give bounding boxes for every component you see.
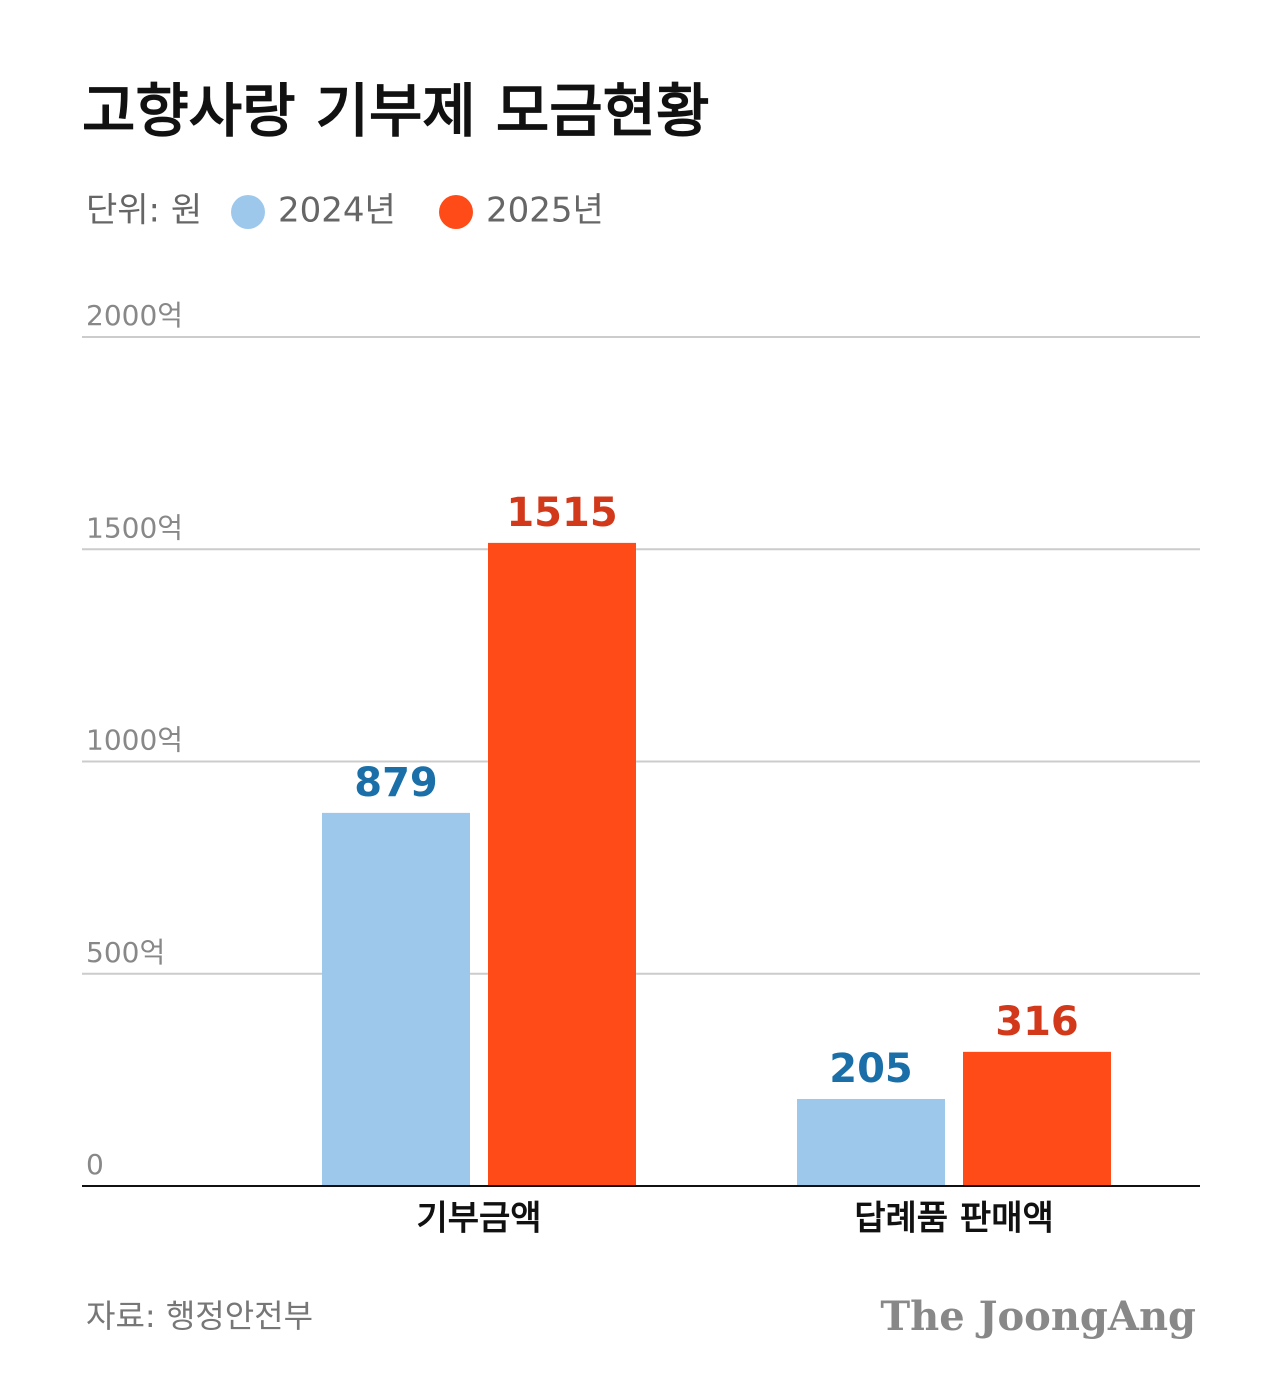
- value-label: 1515: [506, 490, 617, 536]
- y-tick-label: 2000억: [86, 299, 183, 332]
- x-tick-label: 기부금액: [416, 1199, 541, 1239]
- unit-label: 단위: 원: [86, 191, 202, 231]
- legend-swatch: [231, 195, 265, 229]
- y-tick-label: 500억: [86, 936, 165, 969]
- value-label: 205: [829, 1046, 913, 1092]
- value-label: 879: [354, 760, 438, 806]
- x-tick-label: 답례품 판매액: [854, 1199, 1054, 1239]
- legend-label: 2024년: [278, 191, 396, 231]
- brand: The JoongAng: [880, 1293, 1196, 1340]
- bar: [488, 542, 636, 1186]
- y-tick-label: 1500억: [86, 511, 183, 544]
- chart-title: 고향사랑 기부제 모금현황: [82, 77, 709, 145]
- bar: [797, 1098, 945, 1186]
- bar: [963, 1051, 1111, 1186]
- legend-label: 2025년: [486, 191, 604, 231]
- y-tick-label: 1000억: [86, 724, 183, 757]
- value-label: 316: [995, 999, 1079, 1045]
- y-tick-label: 0: [86, 1148, 104, 1181]
- source: 자료: 행정안전부: [86, 1297, 313, 1335]
- bar: [322, 812, 470, 1186]
- legend-swatch: [439, 195, 473, 229]
